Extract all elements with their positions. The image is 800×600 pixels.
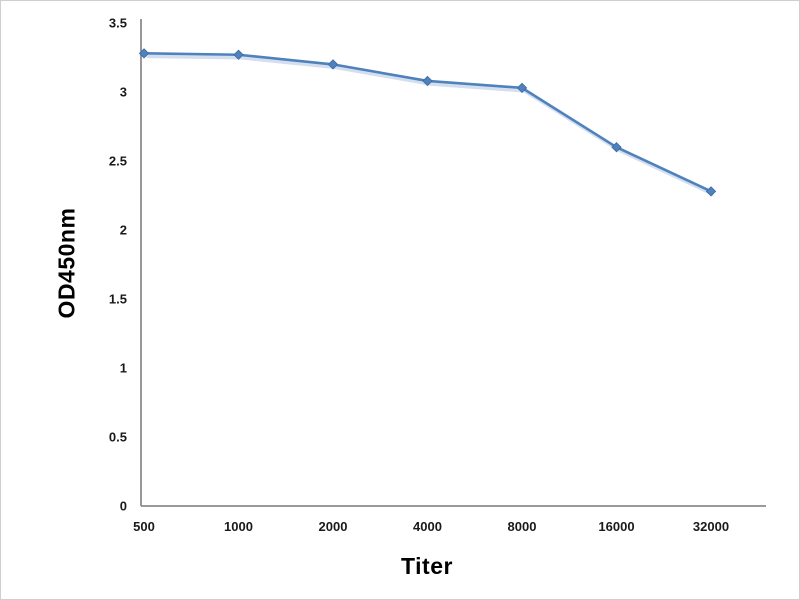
x-tick-label: 8000 [508,519,537,534]
data-point-marker [516,82,528,94]
y-tick-label: 1 [120,361,127,376]
data-point-marker [233,49,244,60]
y-tick-label: 0.5 [109,430,127,445]
x-tick-label: 16000 [598,519,634,534]
y-tick-label: 1.5 [109,292,127,307]
y-tick-label: 2 [120,223,127,238]
y-tick-label: 2.5 [109,154,127,169]
x-tick-label: 1000 [224,519,253,534]
data-point-marker [705,186,717,197]
y-tick-label: 0 [120,499,127,514]
x-tick-label: 500 [133,519,155,534]
x-tick-label: 4000 [413,519,442,534]
x-tick-label: 2000 [319,519,348,534]
y-tick-label: 3 [120,85,127,100]
data-point-marker [611,142,622,153]
y-axis-title: OD450nm [53,207,80,319]
data-point-marker [327,59,339,70]
x-tick-label: 32000 [693,519,729,534]
series-line-shadow [146,54,715,196]
data-point-marker [422,75,433,87]
x-axis-title: Titer [401,553,453,579]
y-tick-label: 3.5 [109,16,127,31]
series-line [142,52,713,193]
data-point-marker [138,48,150,59]
